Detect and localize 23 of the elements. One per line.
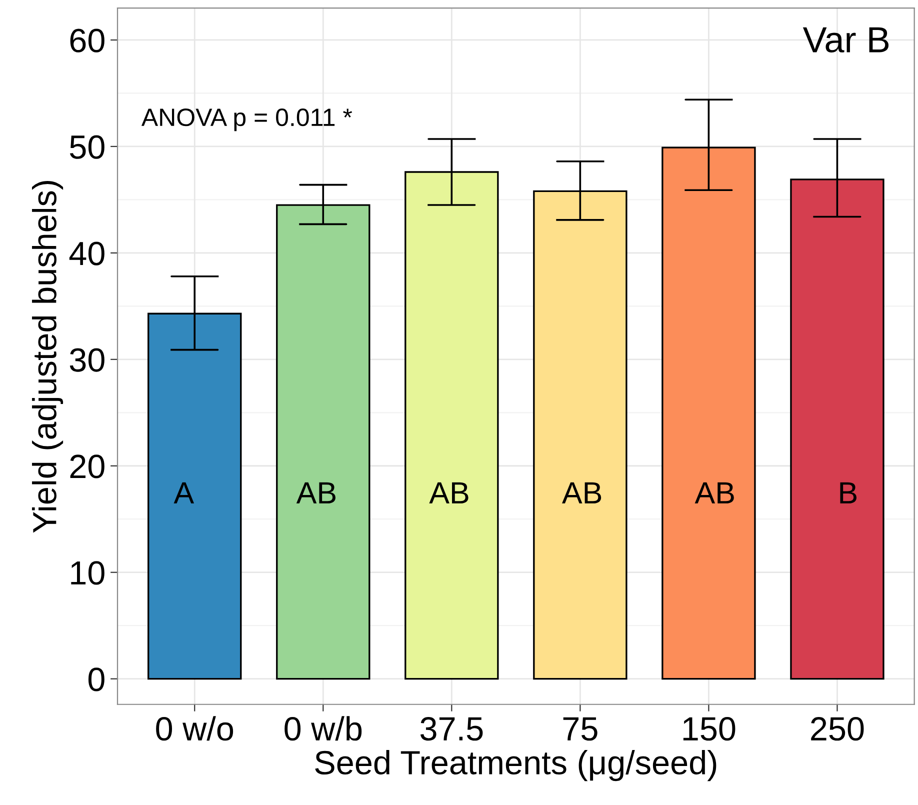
x-tick-label: 250 bbox=[811, 717, 864, 741]
y-tick-label: 50 bbox=[70, 135, 104, 159]
x-tick-label: 150 bbox=[683, 717, 736, 741]
y-tick-label: 20 bbox=[70, 454, 104, 478]
annotation: ANOVA p = 0.011 * bbox=[141, 108, 352, 132]
y-tick-label: 0 bbox=[88, 668, 104, 692]
annotation: AB bbox=[562, 482, 602, 504]
y-tick-label: 30 bbox=[70, 348, 104, 372]
annotation: AB bbox=[429, 482, 468, 504]
annotation: Var B bbox=[802, 27, 889, 53]
y-axis-title: Yield (adjusted bushels) bbox=[32, 181, 64, 533]
x-tick-label: 0 w/o bbox=[156, 716, 234, 741]
annotation: A bbox=[174, 482, 194, 504]
x-tick-label: 0 w/b bbox=[284, 716, 362, 741]
x-tick-label: 37.5 bbox=[420, 717, 483, 741]
annotation: AB bbox=[694, 482, 734, 504]
y-tick-label: 60 bbox=[70, 28, 104, 52]
y-tick-label: 10 bbox=[71, 561, 104, 585]
x-axis-title: Seed Treatments (μg/seed) bbox=[315, 750, 716, 782]
annotation: B bbox=[840, 482, 857, 504]
x-tick-label: 75 bbox=[563, 717, 598, 741]
y-tick-label: 40 bbox=[69, 242, 104, 266]
annotation: AB bbox=[296, 482, 336, 504]
